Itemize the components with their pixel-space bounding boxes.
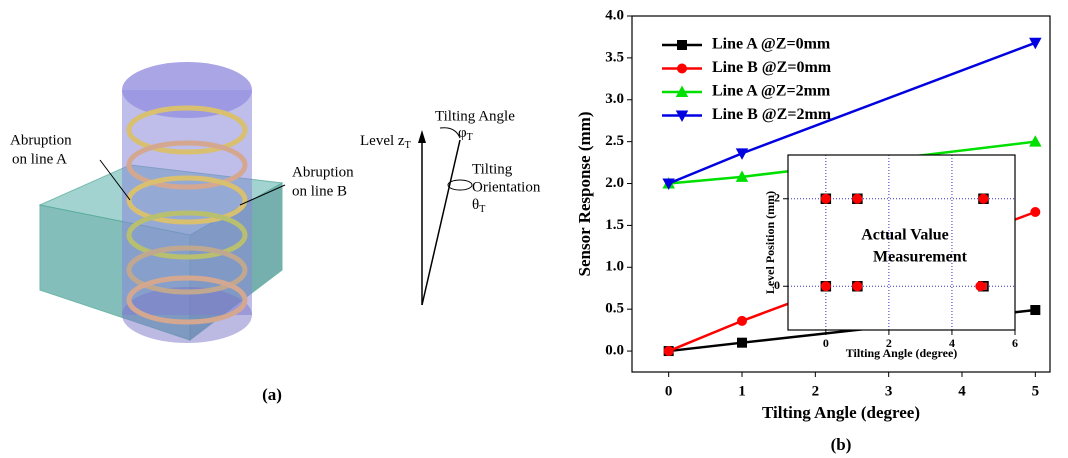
label-sub: T <box>467 132 473 143</box>
cylinder-top <box>122 62 252 118</box>
label-sub: T <box>405 140 411 151</box>
label: Tilting <box>472 161 513 177</box>
y-tick-label: 3.5 <box>605 49 624 65</box>
arrow-head <box>418 130 426 143</box>
x-tick-label: 5 <box>1032 383 1040 399</box>
marker <box>1029 135 1042 147</box>
legend-label: Actual Value <box>861 227 949 244</box>
y-tick-label: 2 <box>774 191 780 205</box>
y-tick-label: 3.0 <box>605 91 624 107</box>
marker <box>737 337 747 348</box>
label-text: Level z <box>360 133 405 149</box>
label: Abruption <box>10 132 72 148</box>
x-tick-label: 3 <box>885 383 893 399</box>
label: Tilting Angle <box>435 108 515 124</box>
marker <box>735 170 749 182</box>
marker <box>662 178 675 190</box>
label-text: φ <box>458 125 467 141</box>
x-tick-label: 4 <box>958 383 966 399</box>
label: on line B <box>292 183 347 199</box>
caption: (b) <box>831 435 852 454</box>
marker <box>675 85 689 97</box>
x-tick-label: 0 <box>665 383 673 399</box>
label: φT <box>458 125 473 143</box>
marker <box>978 193 989 204</box>
y-axis-title: Sensor Response (mm) <box>575 112 594 277</box>
x-tick-label: 2 <box>886 336 892 350</box>
pointer <box>99 159 131 201</box>
y-tick-label: 2.0 <box>605 175 624 191</box>
label: Level zT <box>360 133 411 151</box>
marker <box>820 281 831 292</box>
marker <box>735 148 749 160</box>
marker <box>1029 37 1042 50</box>
marker <box>820 193 831 204</box>
y-tick-label: 1.5 <box>605 217 624 233</box>
pointer <box>239 184 286 206</box>
y-tick-label: 1.0 <box>605 259 624 275</box>
marker <box>677 40 687 50</box>
label: on line A <box>12 151 67 167</box>
marker <box>677 63 687 74</box>
label: θT <box>472 197 485 215</box>
angle-arc <box>439 127 461 139</box>
x-tick-label: 2 <box>812 383 820 399</box>
marker <box>1030 305 1041 316</box>
coil <box>126 210 248 260</box>
y-tick-label: 4.0 <box>605 7 624 23</box>
label: Abruption <box>292 164 354 180</box>
x-tick-label: 1 <box>738 383 746 399</box>
label: Orientation <box>472 179 541 195</box>
y-tick-label: 0.0 <box>605 342 624 358</box>
legend-label: Line B @Z=0mm <box>712 59 832 76</box>
x-axis-title: Tilting Angle (degree) <box>762 403 920 422</box>
marker <box>975 281 986 292</box>
x-tick-label: 4 <box>949 336 955 350</box>
illustration: Abruption on line A Abruption on line B … <box>10 62 541 404</box>
legend-label: Line A @Z=0mm <box>712 36 831 53</box>
y-tick-label: 2.5 <box>605 133 624 149</box>
marker <box>737 315 747 326</box>
plot-frame <box>787 154 1016 331</box>
coil <box>126 245 248 295</box>
legend-label: Measurement <box>873 249 968 266</box>
coil <box>126 140 248 190</box>
marker <box>852 193 863 204</box>
marker <box>1030 207 1041 218</box>
tilt-line <box>421 139 461 306</box>
y-axis-title: Level Position (mm) <box>763 191 777 294</box>
spring <box>126 105 248 325</box>
x-axis-title: Tilting Angle (degree) <box>846 346 958 360</box>
label-text: θ <box>472 197 479 213</box>
coil <box>126 105 248 155</box>
coil <box>126 175 248 225</box>
orientation-arc <box>447 179 473 191</box>
y-tick-label: 0.5 <box>605 301 624 317</box>
x-tick-label: 6 <box>1012 336 1018 350</box>
cylinder-bottom <box>122 287 252 343</box>
caption: (a) <box>262 385 282 404</box>
label-sub: T <box>479 204 485 215</box>
marker <box>663 346 674 357</box>
legend-label: Line A @Z=2mm <box>712 83 831 100</box>
legend-label: Line B @Z=2mm <box>712 106 832 123</box>
coil <box>126 275 248 325</box>
y-tick-label: 0 <box>774 278 780 292</box>
marker <box>675 110 689 122</box>
marker <box>852 281 863 292</box>
plot-frame <box>631 15 1051 373</box>
x-tick-label: 0 <box>823 336 829 350</box>
